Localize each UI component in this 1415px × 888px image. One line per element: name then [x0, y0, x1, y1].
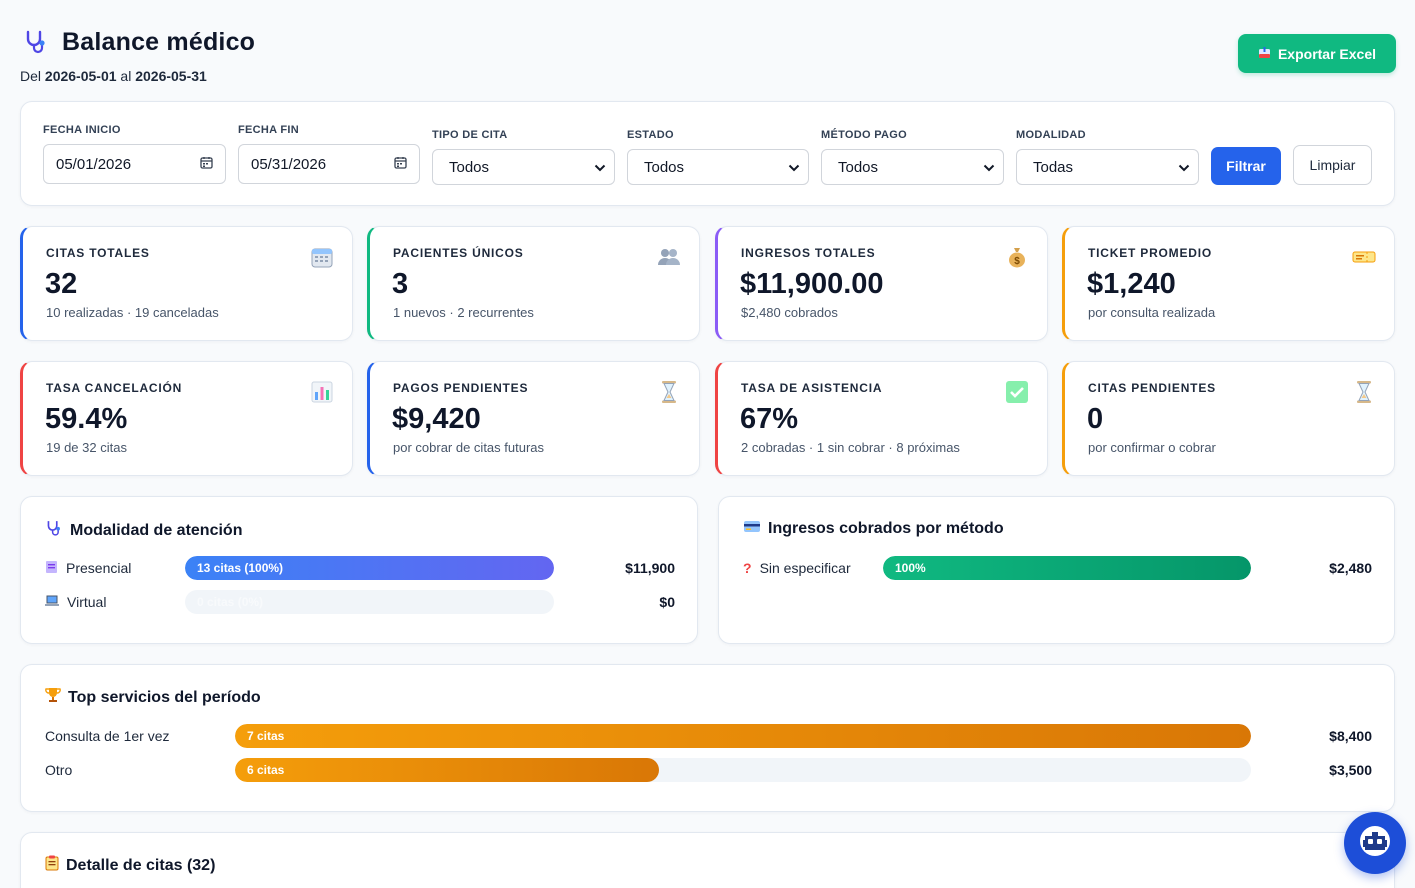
- kpi-tasa-asistencia: TASA DE ASISTENCIA 67% 2 cobradas · 1 si…: [715, 361, 1048, 476]
- stethoscope-icon: [20, 26, 52, 58]
- panel-title: Modalidad de atención: [70, 521, 243, 539]
- progress-bar: 7 citas: [235, 724, 1251, 748]
- progress-fill: 13 citas (100%): [185, 556, 554, 580]
- amount: $3,500: [1329, 762, 1372, 778]
- kpi-citas-pendientes: CITAS PENDIENTES 0 por confirmar o cobra…: [1062, 361, 1395, 476]
- kpi-ticket-promedio: TICKET PROMEDIO $1,240 por consulta real…: [1062, 226, 1395, 341]
- bar-chart-icon: [310, 380, 334, 404]
- list-item: Otro 6 citas $3,500: [45, 757, 1372, 783]
- calendar-icon[interactable]: [200, 156, 213, 173]
- amount: $2,480: [1329, 560, 1372, 576]
- inbox-icon: [1258, 46, 1271, 62]
- progress-fill: 6 citas: [235, 758, 659, 782]
- amount: $0: [659, 594, 675, 610]
- ticket-icon: [1352, 245, 1376, 269]
- check-box-icon: [1005, 380, 1029, 404]
- clipboard-icon: [45, 560, 58, 577]
- chevron-down-icon: [1178, 159, 1190, 176]
- stethoscope-icon: [45, 519, 63, 542]
- metodo-pago-select[interactable]: Todos: [821, 149, 1004, 185]
- robot-icon: [1355, 821, 1395, 866]
- progress-fill: 100%: [883, 556, 1251, 580]
- top-servicios-panel: Top servicios del período Consulta de 1e…: [20, 664, 1395, 812]
- list-item: Virtual 0 citas (0%) $0: [45, 589, 675, 615]
- progress-bar: 6 citas: [235, 758, 1251, 782]
- estado-select[interactable]: Todos: [627, 149, 809, 185]
- progress-bar: 100%: [883, 556, 1251, 580]
- fecha-fin-input[interactable]: 05/31/2026: [238, 144, 420, 184]
- panel-title: Ingresos cobrados por método: [768, 519, 1004, 537]
- hourglass-icon: [1352, 380, 1376, 404]
- list-item: Consulta de 1er vez 7 citas $8,400: [45, 723, 1372, 749]
- fecha-inicio-input[interactable]: 05/01/2026: [43, 144, 226, 184]
- date-range: Del 2026-05-01 al 2026-05-31: [20, 68, 207, 84]
- modalidad-select[interactable]: Todas: [1016, 149, 1199, 185]
- chevron-down-icon: [594, 159, 606, 176]
- kpi-citas-totales: CITAS TOTALES 32 10 realizadas · 19 canc…: [20, 226, 353, 341]
- money-bag-icon: $: [1005, 245, 1029, 269]
- svg-text:$: $: [1014, 256, 1020, 267]
- metodo-panel: Ingresos cobrados por método ? Sin especi…: [718, 496, 1395, 644]
- export-excel-button[interactable]: Exportar Excel: [1238, 34, 1396, 73]
- filters-panel: FECHA INICIO 05/01/2026 FECHA FIN 05/31/…: [20, 101, 1395, 206]
- limpiar-button[interactable]: Limpiar: [1293, 145, 1372, 185]
- trophy-icon: [45, 687, 61, 708]
- modalidad-panel: Modalidad de atención Presencial 13 cita…: [20, 496, 698, 644]
- fecha-inicio-filter: FECHA INICIO 05/01/2026: [43, 124, 226, 184]
- metodo-pago-filter: MÉTODO PAGO Todos: [821, 129, 1004, 185]
- chevron-down-icon: [788, 159, 800, 176]
- credit-card-icon: [743, 519, 761, 538]
- amount: $8,400: [1329, 728, 1372, 744]
- estado-filter: ESTADO Todos: [627, 129, 809, 185]
- question-icon: ?: [743, 560, 752, 576]
- progress-bar: 13 citas (100%): [185, 556, 554, 580]
- page-header: Balance médico Del 2026-05-01 al 2026-05…: [20, 26, 1396, 86]
- tipo-cita-select[interactable]: Todos: [432, 149, 615, 185]
- panel-title: Top servicios del período: [68, 688, 261, 706]
- kpi-pacientes-unicos: PACIENTES ÚNICOS 3 1 nuevos · 2 recurren…: [367, 226, 700, 341]
- modalidad-filter: MODALIDAD Todas: [1016, 129, 1199, 185]
- assistant-fab-button[interactable]: [1344, 812, 1406, 874]
- kpi-tasa-cancelacion: TASA CANCELACIÓN 59.4% 19 de 32 citas: [20, 361, 353, 476]
- list-item: Presencial 13 citas (100%) $11,900: [45, 555, 675, 581]
- page-title: Balance médico: [62, 27, 256, 56]
- chevron-down-icon: [983, 159, 995, 176]
- panel-title: Detalle de citas (32): [66, 856, 216, 874]
- kpi-ingresos-totales: INGRESOS TOTALES $11,900.00 $2,480 cobra…: [715, 226, 1048, 341]
- calendar-icon[interactable]: [394, 156, 407, 173]
- progress-bar: 0 citas (0%): [185, 590, 554, 614]
- progress-fill: 7 citas: [235, 724, 1251, 748]
- fecha-fin-filter: FECHA FIN 05/31/2026: [238, 124, 420, 184]
- detalle-panel: Detalle de citas (32): [20, 832, 1395, 888]
- filtrar-button[interactable]: Filtrar: [1211, 147, 1281, 185]
- calendar-icon: [310, 245, 334, 269]
- users-icon: [657, 245, 681, 269]
- amount: $11,900: [625, 560, 675, 576]
- list-item: ? Sin especificar 100% $2,480: [743, 555, 1372, 581]
- laptop-icon: [45, 594, 59, 610]
- tipo-cita-filter: TIPO DE CITA Todos: [432, 129, 615, 185]
- hourglass-icon: [657, 380, 681, 404]
- kpi-pagos-pendientes: PAGOS PENDIENTES $9,420 por cobrar de ci…: [367, 361, 700, 476]
- clipboard-icon: [45, 855, 59, 876]
